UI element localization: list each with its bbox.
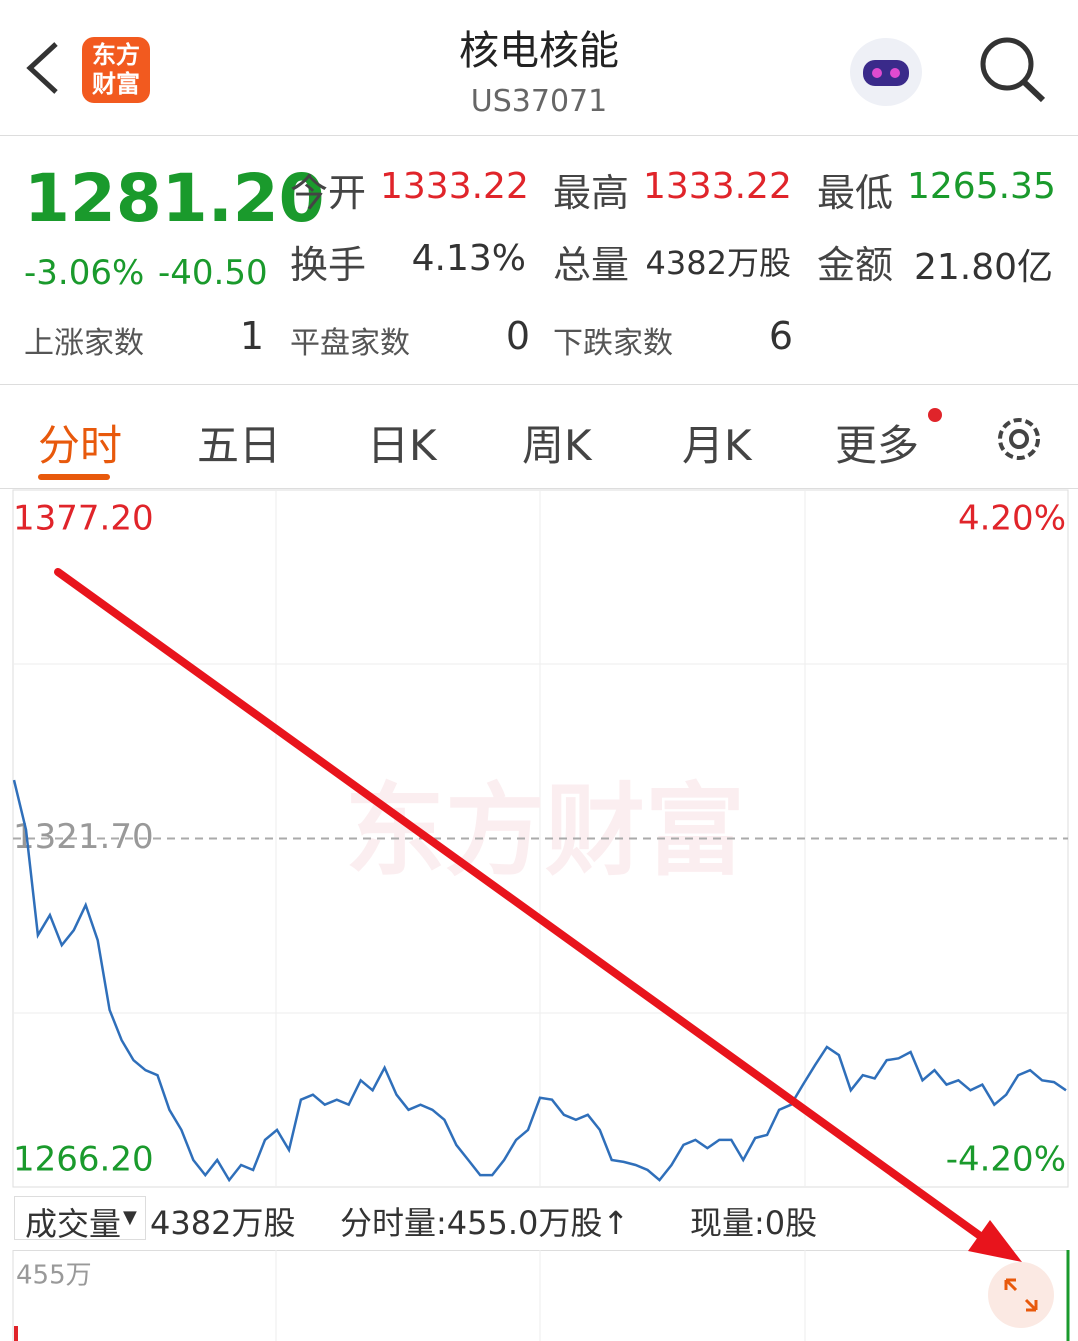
field-value: 4.13% (411, 238, 526, 279)
divider (0, 384, 1078, 385)
divider (0, 488, 1078, 489)
change-pct: -3.06% (24, 253, 145, 293)
y-tick-label: 1266.20 (13, 1140, 154, 1180)
breadth-label: 下跌家数 (553, 326, 673, 361)
breadth-label: 平盘家数 (290, 326, 410, 361)
volume-selector-label: 成交量 (25, 1205, 122, 1243)
volume-period: 分时量:455.0万股↑ (340, 1204, 630, 1242)
volume-axis-label: 455万 (16, 1261, 92, 1291)
tab[interactable]: 五日 (197, 421, 282, 470)
divider (0, 135, 1078, 136)
badge (928, 408, 942, 422)
field-value: 1265.35 (907, 166, 1056, 207)
field-label: 今开 (290, 171, 367, 215)
y2-tick-label: 4.20% (958, 499, 1066, 539)
field-label: 总量 (553, 243, 630, 287)
tab[interactable]: 更多 (835, 421, 920, 470)
y-tick-label: 1377.20 (13, 499, 154, 539)
logo-text: 财富 (92, 70, 140, 98)
search-button[interactable] (975, 32, 1050, 104)
field-label: 最低 (817, 171, 894, 215)
field-value: 21.80亿 (913, 247, 1053, 288)
volume-chart: 455万 (12, 1250, 1070, 1341)
settings-button[interactable] (990, 410, 1048, 468)
back-button[interactable] (22, 40, 62, 96)
intraday-chart: 东方财富 1266.20 1321.70 1377.20 -4.20% 4.20% (12, 489, 1069, 1188)
price: 1281.20 (24, 160, 325, 237)
logo-text: 东方 (92, 41, 140, 69)
expand-button[interactable] (988, 1262, 1054, 1328)
tab-indicator (38, 474, 110, 480)
assistant-avatar[interactable] (845, 30, 927, 110)
logo[interactable]: 东方 财富 (82, 37, 150, 103)
breadth-value: 0 (505, 314, 530, 358)
field-value: 4382万股 (645, 244, 791, 282)
dropdown-icon: ▼ (123, 1207, 137, 1228)
volume-current: 现量:0股 (690, 1204, 818, 1242)
field-label: 金额 (817, 243, 894, 287)
title: 核电核能 (459, 28, 619, 74)
volume-selector[interactable]: 成交量 ▼ (14, 1196, 146, 1243)
tab[interactable]: 月K (682, 421, 752, 470)
y-tick-label: 1321.70 (13, 817, 154, 857)
volume-total: 4382万股 (150, 1204, 296, 1242)
y2-tick-label: -4.20% (946, 1140, 1066, 1180)
code: US37071 (470, 84, 608, 119)
field-value: 1333.22 (643, 166, 792, 207)
field-label: 换手 (290, 243, 367, 287)
change: -40.50 (158, 253, 268, 293)
field-value: 1333.22 (380, 166, 529, 207)
breadth-value: 6 (768, 314, 793, 358)
field-label: 最高 (553, 171, 630, 215)
tab[interactable]: 分时 (38, 421, 123, 470)
tab[interactable]: 日K (367, 421, 437, 470)
breadth-value: 1 (239, 314, 264, 358)
breadth-label: 上涨家数 (24, 326, 144, 361)
tab[interactable]: 周K (522, 421, 592, 470)
watermark: 东方财富 (345, 772, 745, 889)
